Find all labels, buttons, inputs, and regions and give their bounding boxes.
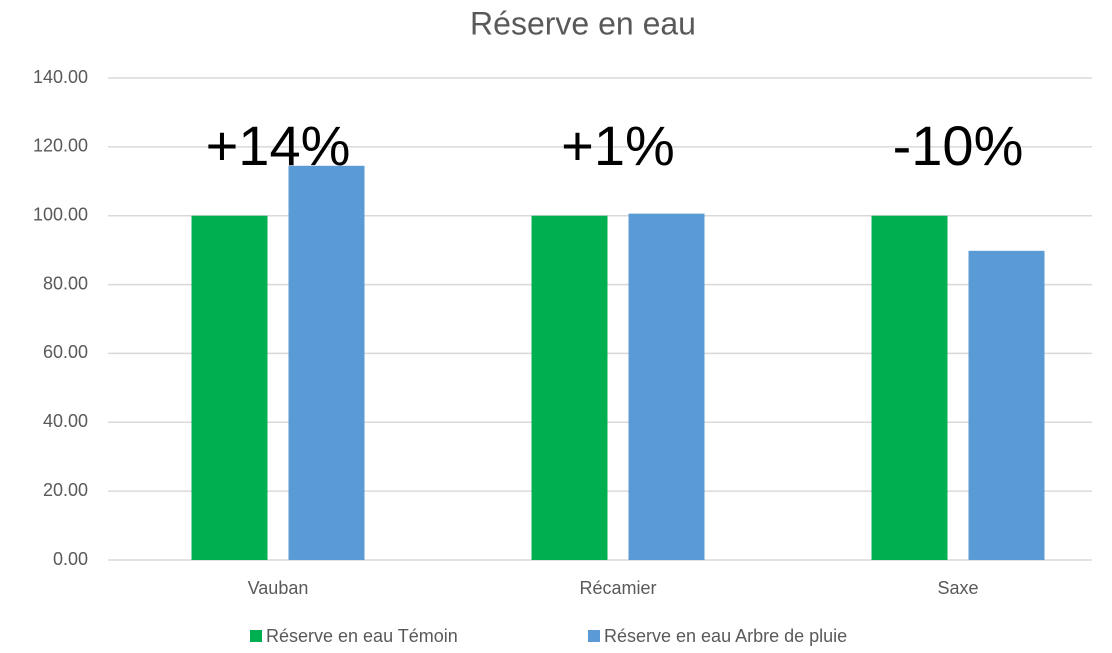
y-tick-label: 40.00 <box>43 411 88 431</box>
x-tick-label: Vauban <box>248 578 309 598</box>
annotation: -10% <box>893 114 1024 177</box>
y-tick-label: 20.00 <box>43 480 88 500</box>
annotation: +14% <box>206 114 351 177</box>
chart-title: Réserve en eau <box>470 5 696 41</box>
y-tick-label: 100.00 <box>33 204 88 224</box>
legend-swatch <box>588 630 600 642</box>
annotation: +1% <box>561 114 675 177</box>
y-tick-label: 120.00 <box>33 136 88 156</box>
y-tick-label: 60.00 <box>43 342 88 362</box>
legend-label: Réserve en eau Témoin <box>266 626 458 646</box>
bar <box>628 213 705 561</box>
bar <box>531 215 608 560</box>
y-tick-label: 80.00 <box>43 273 88 293</box>
bar <box>871 215 948 560</box>
y-tick-label: 140.00 <box>33 67 88 87</box>
x-tick-label: Saxe <box>937 578 978 598</box>
bar <box>288 165 365 561</box>
bar <box>191 215 268 560</box>
y-tick-label: 0.00 <box>53 549 88 569</box>
bar <box>968 250 1045 560</box>
x-tick-label: Récamier <box>579 578 656 598</box>
legend-swatch <box>250 630 262 642</box>
legend-label: Réserve en eau Arbre de pluie <box>604 626 847 646</box>
